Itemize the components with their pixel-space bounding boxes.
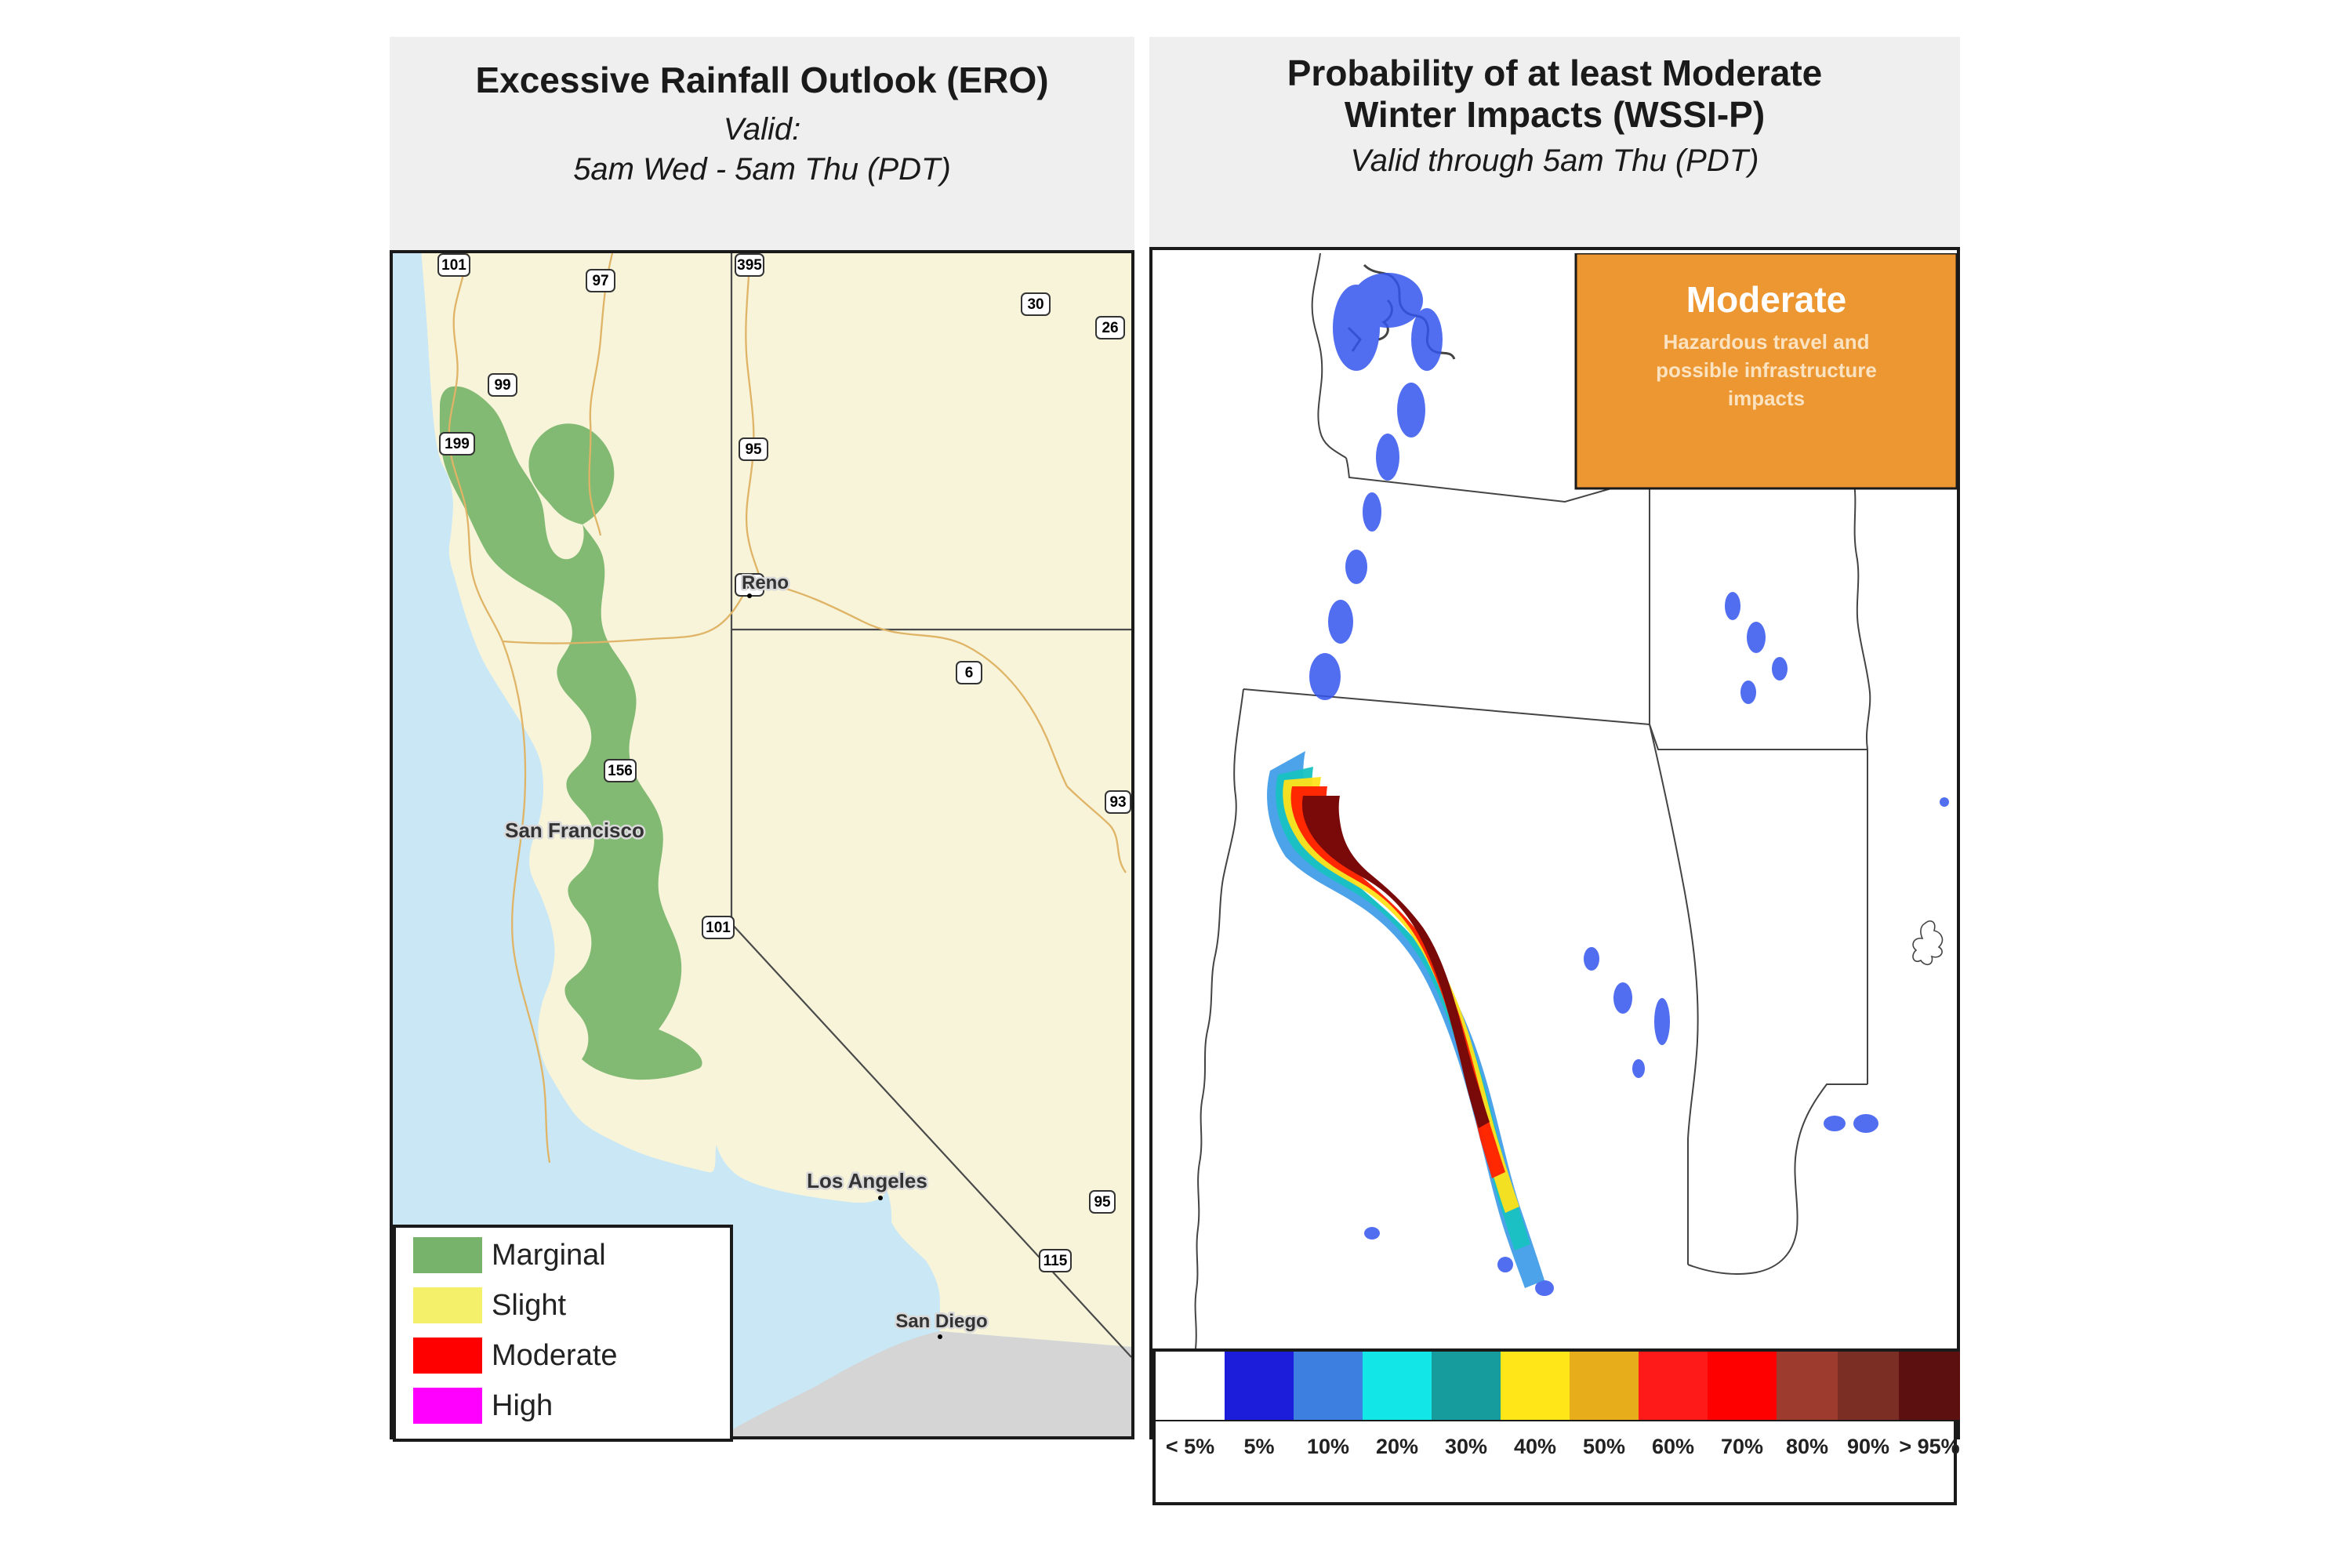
svg-text:> 95%: > 95% [1899,1435,1959,1458]
svg-text:Reno: Reno [742,572,789,593]
svg-text:impacts: impacts [1728,387,1805,410]
svg-text:80%: 80% [1786,1435,1828,1458]
svg-text:50%: 50% [1583,1435,1625,1458]
svg-text:395: 395 [737,257,762,274]
svg-text:Moderate: Moderate [1686,279,1846,320]
svg-text:95: 95 [1094,1194,1111,1210]
svg-text:20%: 20% [1376,1435,1418,1458]
svg-text:San Francisco: San Francisco [505,818,644,842]
svg-text:possible infrastructure: possible infrastructure [1656,358,1877,382]
svg-text:115: 115 [1044,1253,1068,1269]
svg-text:199: 199 [445,436,470,452]
svg-text:95: 95 [745,441,762,458]
svg-text:40%: 40% [1514,1435,1556,1458]
svg-text:5%: 5% [1243,1435,1274,1458]
svg-text:Hazardous travel and: Hazardous travel and [1664,330,1870,354]
svg-text:Moderate: Moderate [492,1339,618,1372]
svg-text:High: High [492,1389,553,1422]
svg-text:Los Angeles: Los Angeles [807,1169,927,1192]
svg-text:< 5%: < 5% [1166,1435,1214,1458]
svg-text:30: 30 [1027,296,1044,313]
svg-text:97: 97 [592,273,608,289]
svg-text:Slight: Slight [492,1289,566,1322]
svg-text:60%: 60% [1652,1435,1694,1458]
svg-text:99: 99 [494,377,510,394]
svg-text:10%: 10% [1307,1435,1349,1458]
svg-text:6: 6 [965,665,974,681]
svg-text:93: 93 [1109,794,1126,811]
svg-text:101: 101 [441,257,466,274]
svg-text:26: 26 [1102,320,1118,336]
svg-text:30%: 30% [1445,1435,1487,1458]
svg-text:San Diego: San Diego [895,1311,987,1332]
svg-text:Marginal: Marginal [492,1239,606,1272]
svg-text:70%: 70% [1721,1435,1763,1458]
svg-text:156: 156 [608,763,633,779]
svg-text:101: 101 [706,920,731,936]
svg-text:90%: 90% [1847,1435,1889,1458]
